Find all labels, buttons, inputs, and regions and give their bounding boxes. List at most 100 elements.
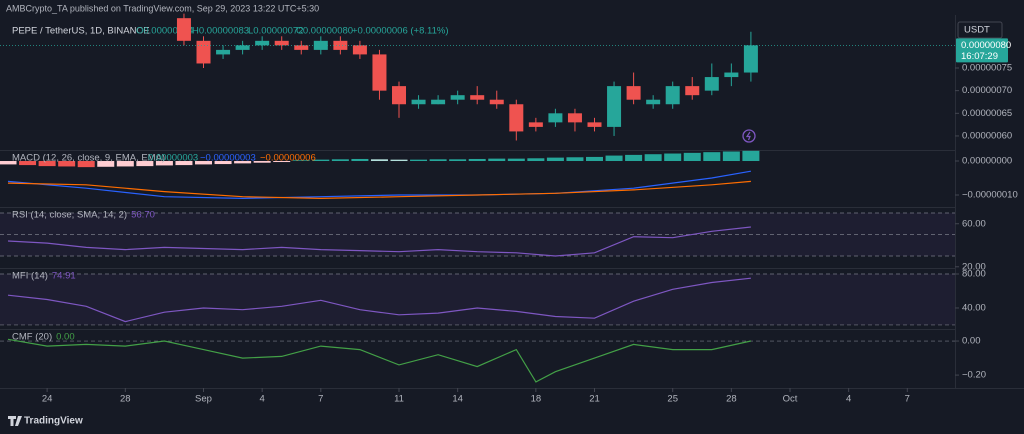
histogram-bar <box>0 161 17 165</box>
indicator-value: −0.00000003 <box>200 153 256 164</box>
x-tick-label: 4 <box>846 394 851 405</box>
histogram-bar <box>703 152 721 162</box>
candle-body <box>235 45 250 50</box>
histogram-bar <box>644 154 662 162</box>
histogram-bar <box>38 161 56 167</box>
x-tick-label: 28 <box>726 394 737 405</box>
histogram-bar <box>605 155 623 162</box>
histogram-bar <box>292 160 310 162</box>
histogram-bar <box>58 161 76 167</box>
band-fill <box>0 273 955 325</box>
histogram-bar <box>234 161 252 164</box>
y-tick-label: 0.00000065 <box>962 108 1012 119</box>
last-price-label: 0.00000080 <box>961 40 1011 51</box>
histogram-bar <box>449 159 467 162</box>
x-tick-label: 24 <box>42 394 53 405</box>
x-tick-label: 7 <box>905 394 910 405</box>
indicator-value: 74.91 <box>52 271 76 282</box>
candle-body <box>685 86 700 96</box>
y-tick-label: 0.00 <box>962 336 981 347</box>
footer-brand: TradingView <box>24 416 83 427</box>
x-tick-label: Sep <box>195 394 212 405</box>
currency-button[interactable] <box>957 21 1003 39</box>
ohlc-label: C0.00000080 <box>296 26 353 37</box>
candle-body <box>450 95 465 100</box>
candle-body <box>548 113 563 123</box>
candle-body <box>392 86 407 105</box>
x-tick-label: 28 <box>120 394 131 405</box>
change-label: +0.00000006 (+8.11%) <box>352 26 448 37</box>
ohlc-label: O0.00000074 <box>136 26 194 37</box>
histogram-bar <box>429 159 447 162</box>
histogram-bar <box>214 161 232 165</box>
candle-body <box>626 86 641 100</box>
y-tick-label: −0.00000010 <box>962 190 1018 201</box>
candle-body <box>607 86 622 127</box>
indicator-line <box>7 170 752 200</box>
y-tick-label: −0.20 <box>962 370 986 381</box>
alert-bolt <box>745 131 751 141</box>
histogram-bar <box>253 161 271 163</box>
publisher: AMBCrypto_TA published on TradingView.co… <box>6 3 319 13</box>
candle-body <box>587 122 602 127</box>
histogram-bar <box>116 161 134 167</box>
histogram-bar <box>155 161 173 166</box>
candle-body <box>333 40 348 50</box>
currency[interactable]: USDT <box>964 25 990 36</box>
candle-body <box>489 99 504 105</box>
x-tick-label: 25 <box>667 394 678 405</box>
histogram-bar <box>195 161 213 165</box>
indicator-value: −0.00000006 <box>260 153 316 164</box>
candle-body <box>567 113 582 123</box>
x-tick-label: 21 <box>589 394 600 405</box>
indicator-value: 0.00000003 <box>148 153 198 164</box>
histogram-bar <box>77 161 95 168</box>
indicator-line <box>7 226 751 257</box>
histogram-bar <box>664 153 682 162</box>
histogram-bar <box>97 161 115 167</box>
indicator-line <box>7 277 751 323</box>
histogram-bar <box>468 158 486 162</box>
histogram-bar <box>546 157 564 162</box>
histogram-bar <box>370 159 388 162</box>
indicator-title: CMF (20) <box>12 332 52 343</box>
candle-body <box>470 95 485 100</box>
indicator-value: 0.00 <box>56 332 75 343</box>
candle-body <box>646 99 661 105</box>
y-tick-label: 0.00000070 <box>962 85 1012 96</box>
logo <box>8 416 22 426</box>
histogram-bar <box>488 158 506 162</box>
candle-body <box>411 99 426 105</box>
candle-body <box>352 45 367 55</box>
y-tick-label: 80.00 <box>962 269 986 280</box>
ohlc-label: L0.00000072 <box>248 26 303 37</box>
x-tick-label: 4 <box>260 394 265 405</box>
y-tick-label: 40.00 <box>962 302 986 313</box>
histogram-bar <box>351 158 369 162</box>
histogram-bar <box>742 150 760 162</box>
candle-body <box>216 49 231 55</box>
candle-body <box>743 45 758 73</box>
y-tick-label: 20.00 <box>962 261 986 272</box>
histogram-bar <box>175 161 193 166</box>
candle-body <box>313 40 328 50</box>
candle-body <box>431 99 446 105</box>
histogram-bar <box>19 161 37 166</box>
candle-body <box>274 40 289 46</box>
x-tick-label: 18 <box>531 394 542 405</box>
candle-body <box>665 86 680 105</box>
countdown: 16:07:29 <box>961 51 998 62</box>
candle-body <box>294 45 309 50</box>
y-tick-label: 0.00000060 <box>962 130 1012 141</box>
indicator-line <box>7 338 752 383</box>
histogram-bar <box>410 159 428 162</box>
candle-body <box>196 40 211 64</box>
candle-body <box>255 40 270 46</box>
candle-body <box>509 104 524 132</box>
y-tick-label: 60.00 <box>962 218 986 229</box>
candle-body <box>528 122 543 127</box>
symbol-title: PEPE / TetherUS, 1D, BINANCE <box>12 26 150 37</box>
x-tick-label: 14 <box>452 394 463 405</box>
candle-body <box>724 72 739 78</box>
alert-icon[interactable] <box>742 129 756 143</box>
